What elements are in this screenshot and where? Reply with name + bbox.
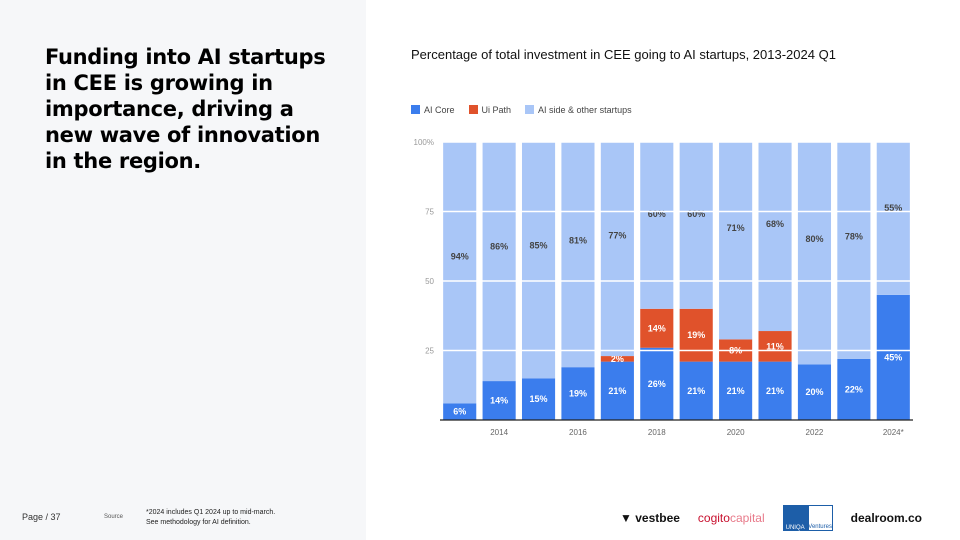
source-label: Source	[104, 514, 124, 520]
data-label: 22%	[845, 384, 863, 394]
cogito-capital-logo: cogitocapital	[697, 511, 765, 525]
legend-item-ai-core: AI Core	[411, 105, 455, 115]
data-label: 26%	[648, 379, 666, 389]
vestbee-logo: ▼ vestbee	[620, 511, 680, 525]
data-label: 78%	[845, 232, 863, 242]
bar-segment	[758, 361, 792, 420]
bar-segment	[719, 142, 753, 340]
bar-segment	[837, 358, 871, 420]
bar-segment	[797, 142, 832, 365]
y-tick-label: 100%	[414, 138, 434, 147]
x-tick-label: 2022	[806, 428, 824, 437]
data-label: 21%	[608, 386, 626, 396]
footnote: *2024 includes Q1 2024 up to mid-march. …	[146, 508, 275, 528]
data-label: 20%	[805, 387, 823, 397]
chart-legend: AI Core Ui Path AI side & other startups	[411, 105, 632, 115]
chart-title: Percentage of total investment in CEE go…	[411, 47, 836, 62]
x-tick-label: 2018	[648, 428, 666, 437]
footnote-line: See methodology for AI definition.	[146, 519, 251, 526]
data-label: 14%	[490, 396, 508, 406]
data-label: 68%	[766, 219, 784, 229]
bar-segment	[876, 294, 910, 420]
bar-segment	[640, 142, 674, 309]
bar-segment	[561, 142, 595, 368]
bar-segment	[758, 142, 792, 332]
data-label: 19%	[687, 330, 705, 340]
y-tick-label: 75	[425, 208, 434, 217]
bar-segment	[443, 403, 477, 420]
data-label: 94%	[451, 252, 469, 262]
data-label: 80%	[805, 234, 823, 244]
data-label: 15%	[530, 394, 548, 404]
data-label: 81%	[569, 235, 587, 245]
bar-segment	[600, 361, 634, 420]
bar-segment	[600, 356, 634, 362]
data-label: 55%	[884, 203, 902, 213]
bar-segment	[600, 142, 634, 357]
data-label: 21%	[687, 386, 705, 396]
page-number: Page / 37	[22, 512, 61, 522]
data-label: 21%	[727, 386, 745, 396]
bar-segment	[679, 142, 713, 309]
legend-item-ui-path: Ui Path	[468, 105, 511, 115]
x-tick-label: 2014	[490, 428, 508, 437]
bar-segment	[719, 361, 753, 420]
bar-segment	[482, 142, 516, 382]
bar-segment	[561, 367, 595, 420]
data-label: 85%	[530, 240, 548, 250]
x-tick-label: 2020	[727, 428, 745, 437]
bar-segment	[443, 142, 477, 404]
data-label: 60%	[687, 209, 705, 219]
data-label: 11%	[766, 341, 784, 351]
y-tick-label: 25	[425, 347, 434, 356]
data-label: 77%	[608, 230, 626, 240]
y-tick-label: 50	[425, 277, 434, 286]
bar-segment	[482, 381, 516, 420]
data-label: 60%	[648, 209, 666, 219]
bar-segment	[521, 142, 556, 379]
bar-segment	[640, 347, 674, 420]
data-label: 14%	[648, 323, 666, 333]
left-panel	[0, 0, 366, 540]
bar-segment	[758, 331, 792, 362]
page-headline: Funding into AI startups in CEE is growi…	[45, 45, 326, 173]
data-label: 21%	[766, 386, 784, 396]
data-label: 45%	[884, 352, 902, 362]
data-label: 71%	[727, 223, 745, 233]
data-label: 2%	[611, 354, 624, 364]
partner-logos: ▼ vestbee cogitocapital UNIQA Ventures d…	[620, 505, 922, 531]
x-tick-label: 2024*	[883, 428, 904, 437]
bar-segment	[679, 361, 713, 420]
data-label: 6%	[453, 407, 466, 417]
bar-segment	[797, 364, 832, 420]
bar-segment	[876, 142, 910, 295]
bar-segment	[640, 308, 674, 348]
data-label: 19%	[569, 389, 587, 399]
bar-segment	[837, 142, 871, 359]
x-tick-label: 2016	[569, 428, 587, 437]
bar-segment	[521, 378, 556, 420]
uniqa-ventures-logo: UNIQA Ventures	[782, 505, 833, 531]
bar-segment	[679, 308, 713, 362]
dealroom-logo: dealroom.co	[850, 511, 922, 525]
legend-item-ai-side: AI side & other startups	[525, 105, 632, 115]
footnote-line: *2024 includes Q1 2024 up to mid-march.	[146, 509, 276, 516]
data-label: 86%	[490, 242, 508, 252]
